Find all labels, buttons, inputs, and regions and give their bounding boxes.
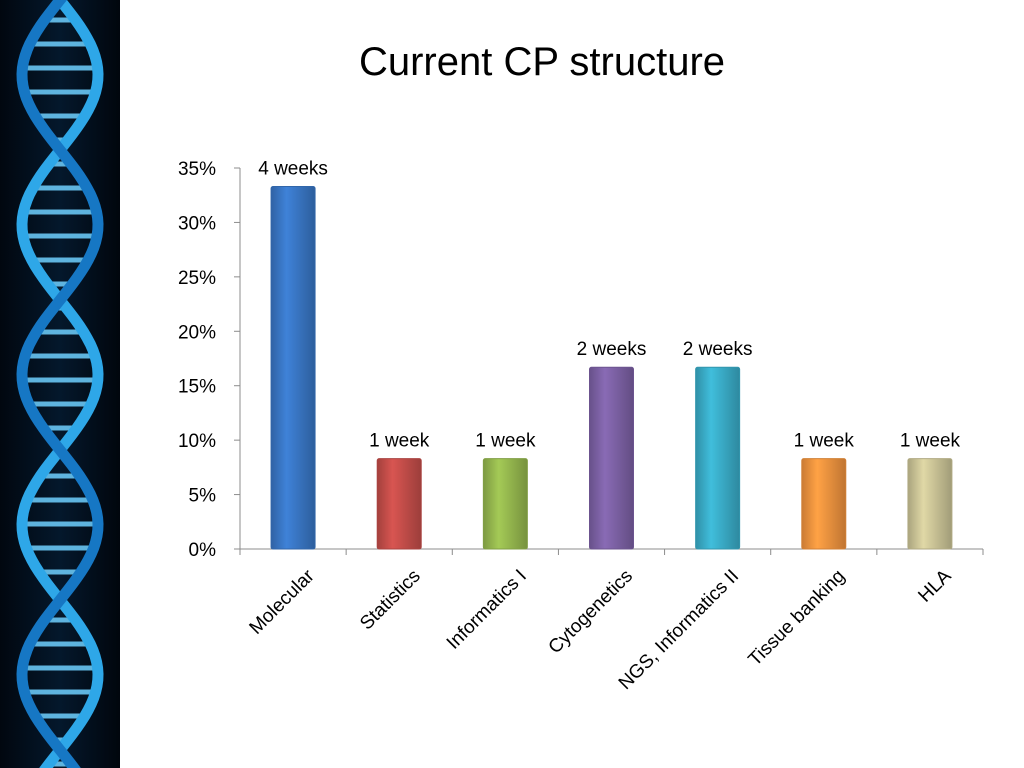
bar-hla: [907, 458, 953, 550]
category-label: Molecular: [246, 565, 320, 639]
data-label: 2 weeks: [683, 339, 753, 360]
dna-helix-icon: [0, 0, 120, 768]
category-labels: Molecular Statistics Informatics I Cytogene…: [246, 565, 956, 694]
data-label: 4 weeks: [258, 159, 328, 180]
category-label: HLA: [914, 565, 955, 606]
category-label: NGS, Informatics II: [615, 566, 743, 694]
data-label: 1 week: [475, 431, 536, 452]
category-label: Statistics: [356, 566, 425, 635]
data-labels: 4 weeks 1 week 1 week 2 weeks 2 weeks 1 week 1…: [258, 159, 960, 452]
data-label: 1 week: [900, 431, 961, 452]
slide-title: Current CP structure: [358, 40, 726, 84]
data-label: 1 week: [369, 431, 430, 452]
x-axis: [239, 548, 984, 555]
y-tick-label: 0%: [189, 540, 217, 561]
category-label: Informatics I: [443, 566, 531, 654]
bar-molecular: [270, 186, 316, 550]
y-tick-label: 5%: [189, 486, 217, 507]
y-tick-label: 15%: [178, 377, 216, 398]
category-label: Tissue banking: [745, 566, 850, 671]
y-tick-label: 30%: [178, 213, 216, 234]
data-label: 1 week: [794, 431, 855, 452]
y-axis: 0% 5% 10% 15% 20% 25% 30% 35%: [178, 159, 241, 561]
bar-cytogenetics: [589, 366, 634, 550]
bar-informatics-i: [482, 458, 528, 550]
category-label: Cytogenetics: [545, 566, 638, 659]
bar-ngs-informatics-ii: [695, 366, 741, 550]
y-tick-label: 10%: [178, 431, 216, 452]
y-tick-label: 20%: [178, 322, 216, 343]
y-tick-label: 25%: [178, 268, 216, 289]
bars: [270, 186, 953, 550]
data-label: 2 weeks: [577, 339, 647, 360]
bar-tissue-banking: [801, 458, 847, 550]
y-tick-label: 35%: [178, 159, 216, 180]
bar-statistics: [376, 458, 422, 550]
